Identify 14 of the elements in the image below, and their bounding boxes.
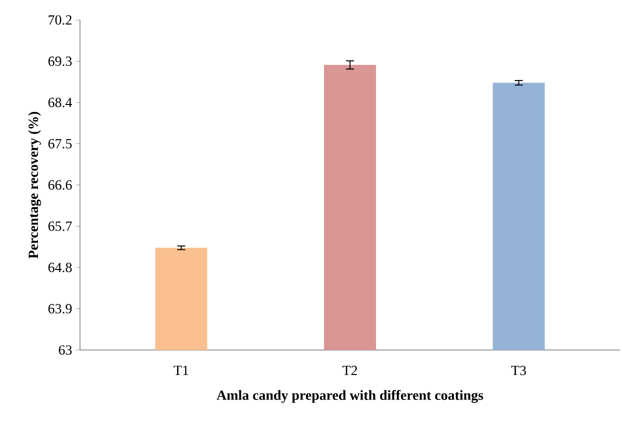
y-tick-label: 69.3	[48, 56, 72, 66]
y-axis-title: Percentage recovery (%)	[28, 112, 41, 258]
y-tick-label: 63.9	[48, 304, 72, 314]
x-axis-title: Amla candy prepared with different coatings	[216, 390, 484, 403]
y-tick-label: 70.2	[48, 15, 72, 25]
x-tick-label: T3	[511, 366, 526, 376]
y-tick-label: 65.7	[48, 222, 72, 231]
y-tick-label: 67.5	[48, 139, 72, 148]
y-tick-label: 64.8	[48, 262, 72, 272]
y-tick-label: 66.6	[48, 180, 72, 190]
y-tick-label: 68.4	[48, 98, 72, 108]
x-tick-label: T2	[342, 366, 357, 376]
y-tick-label: 63	[58, 345, 72, 355]
x-tick-label: T1	[174, 366, 188, 375]
